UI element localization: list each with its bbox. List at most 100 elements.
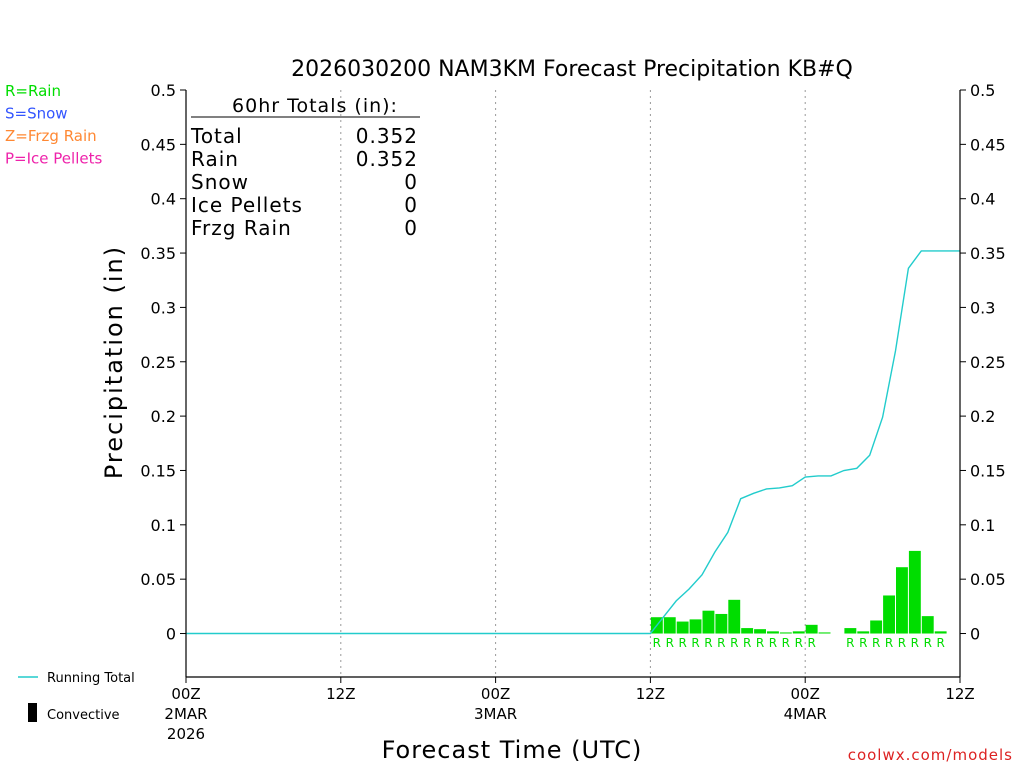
totals-row-label: Rain bbox=[191, 147, 239, 171]
precip-bar bbox=[934, 631, 947, 634]
y-tick-label-right: 0.2 bbox=[970, 407, 995, 426]
x-tick-label: 00Z bbox=[481, 685, 510, 703]
x-tick-date: 2MAR bbox=[164, 705, 207, 723]
ptype-legend: R=Rain S=Snow Z=Frzg Rain P=Ice Pellets bbox=[5, 82, 102, 168]
precip-bar bbox=[715, 613, 728, 634]
y-tick-label-right: 0.4 bbox=[970, 190, 995, 209]
ptype-label: R bbox=[782, 636, 790, 650]
y-tick-label-right: 0.15 bbox=[970, 461, 1006, 480]
totals-row-value: 0.352 bbox=[356, 147, 418, 171]
running-total-legend-label: Running Total bbox=[47, 671, 135, 686]
precip-bar bbox=[663, 617, 676, 634]
ptype-legend-item: S=Snow bbox=[5, 105, 68, 123]
precip-bar bbox=[728, 599, 741, 634]
precip-bar bbox=[896, 567, 908, 634]
y-tick-label-left: 0 bbox=[166, 625, 176, 644]
chart-title: 2026030200 NAM3KM Forecast Precipitation… bbox=[291, 57, 853, 82]
y-tick-label-left: 0.3 bbox=[151, 298, 176, 317]
ptype-label: R bbox=[898, 636, 906, 650]
precip-bar bbox=[779, 632, 792, 634]
precip-bar bbox=[741, 628, 754, 634]
precip-bar bbox=[818, 632, 831, 634]
y-tick-label-right: 0.45 bbox=[970, 135, 1006, 154]
ptype-label: R bbox=[885, 636, 893, 650]
x-tick-label: 12Z bbox=[636, 685, 665, 703]
precip-bar bbox=[767, 631, 779, 634]
ptype-label: R bbox=[717, 636, 725, 650]
precip-bar bbox=[870, 620, 883, 634]
totals-row-value: 0 bbox=[404, 216, 418, 240]
y-tick-label-right: 0.1 bbox=[970, 516, 995, 535]
ptype-label: R bbox=[846, 636, 854, 650]
y-tick-label-right: 0.25 bbox=[970, 353, 1006, 372]
x-axis-label: Forecast Time (UTC) bbox=[382, 736, 643, 764]
y-tick-label-right: 0.3 bbox=[970, 298, 995, 317]
totals-box: 60hr Totals (in): Total 0.352 Rain 0.352 Snow… bbox=[190, 95, 420, 240]
x-tick-label: 00Z bbox=[171, 685, 200, 703]
totals-header: 60hr Totals (in): bbox=[232, 95, 398, 117]
totals-row-label: Total bbox=[190, 124, 243, 148]
ptype-label: R bbox=[678, 636, 686, 650]
precip-bar bbox=[792, 631, 805, 634]
precip-bar bbox=[908, 550, 921, 634]
plot-area: R R R R R R R R R R R R R R R R R R R R R0.5 0.50.45 0.450.4 0.… bbox=[140, 81, 1005, 743]
ptype-label: R bbox=[911, 636, 919, 650]
ptype-label: R bbox=[666, 636, 674, 650]
x-tick-date: 3MAR bbox=[474, 705, 517, 723]
running-total-line bbox=[186, 250, 960, 635]
precip-bar bbox=[844, 628, 857, 634]
y-tick-label-right: 0.35 bbox=[970, 244, 1006, 263]
y-axis-label: Precipitation (in) bbox=[100, 245, 128, 479]
ptype-label: R bbox=[730, 636, 738, 650]
ptype-label: R bbox=[807, 636, 815, 650]
precip-bar bbox=[805, 624, 818, 634]
ptype-label: R bbox=[691, 636, 699, 650]
ptype-label: R bbox=[872, 636, 880, 650]
y-tick-label-left: 0.15 bbox=[140, 461, 176, 480]
y-tick-label-left: 0.4 bbox=[151, 190, 176, 209]
precip-bar bbox=[689, 619, 702, 634]
y-tick-label-right: 0.05 bbox=[970, 570, 1006, 589]
y-tick-label-left: 0.5 bbox=[151, 81, 176, 100]
precip-bar bbox=[857, 631, 870, 634]
ptype-label: R bbox=[795, 636, 803, 650]
ptype-label: R bbox=[924, 636, 932, 650]
y-tick-label-left: 0.2 bbox=[151, 407, 176, 426]
attribution: coolwx.com/models bbox=[848, 746, 1013, 764]
totals-row-label: Frzg Rain bbox=[191, 216, 292, 240]
y-tick-label-left: 0.25 bbox=[140, 353, 176, 372]
ptype-legend-item: Z=Frzg Rain bbox=[5, 127, 97, 145]
ptype-label: R bbox=[756, 636, 764, 650]
ptype-label: R bbox=[859, 636, 867, 650]
totals-row-value: 0 bbox=[404, 193, 418, 217]
ptype-legend-item: R=Rain bbox=[5, 82, 61, 100]
y-tick-label-left: 0.05 bbox=[140, 570, 176, 589]
x-tick-label: 12Z bbox=[945, 685, 974, 703]
precip-bar bbox=[676, 621, 689, 634]
y-tick-label-right: 0 bbox=[970, 625, 980, 644]
ptype-label: R bbox=[769, 636, 777, 650]
precip-bar bbox=[921, 616, 934, 634]
totals-row-value: 0.352 bbox=[356, 124, 418, 148]
x-tick-year: 2026 bbox=[167, 725, 205, 743]
y-tick-label-left: 0.45 bbox=[140, 135, 176, 154]
convective-legend-label: Convective bbox=[47, 708, 120, 723]
x-tick-label: 12Z bbox=[326, 685, 355, 703]
ptype-label: R bbox=[704, 636, 712, 650]
x-tick-label: 00Z bbox=[791, 685, 820, 703]
ptype-label: R bbox=[743, 636, 751, 650]
ptype-label: R bbox=[936, 636, 944, 650]
totals-row-label: Ice Pellets bbox=[191, 193, 303, 217]
totals-row-label: Snow bbox=[191, 170, 249, 194]
convective-legend-swatch bbox=[28, 703, 37, 722]
y-tick-label-right: 0.5 bbox=[970, 81, 995, 100]
y-tick-label-left: 0.1 bbox=[151, 516, 176, 535]
y-tick-label-left: 0.35 bbox=[140, 244, 176, 263]
x-tick-date: 4MAR bbox=[784, 705, 827, 723]
totals-row-value: 0 bbox=[404, 170, 418, 194]
ptype-legend-item: P=Ice Pellets bbox=[5, 150, 102, 168]
precip-bar bbox=[702, 610, 715, 634]
ptype-label: R bbox=[653, 636, 661, 650]
precip-bar bbox=[883, 595, 895, 634]
